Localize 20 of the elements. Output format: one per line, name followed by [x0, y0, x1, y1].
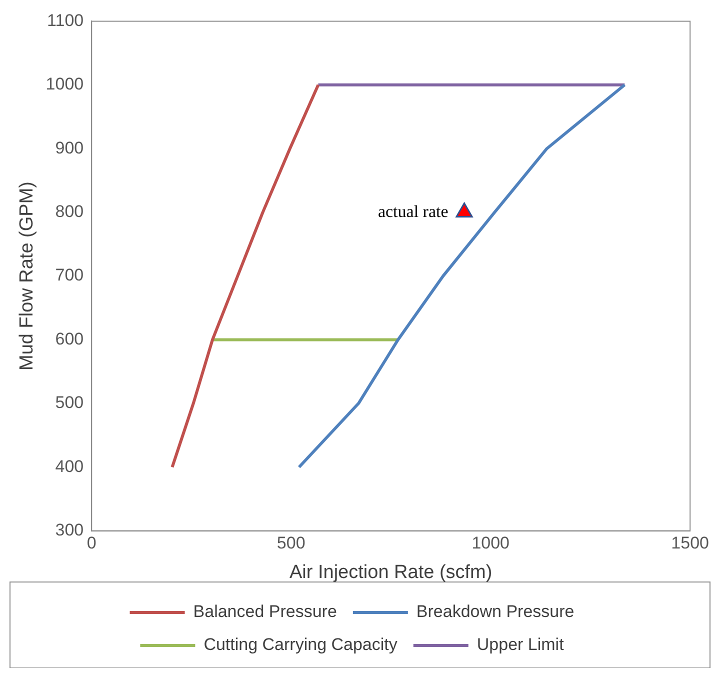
- x-tick-label: 1000: [472, 534, 510, 553]
- legend-label: Upper Limit: [476, 635, 564, 654]
- y-tick-label: 900: [55, 138, 84, 158]
- y-tick-label: 600: [55, 329, 84, 348]
- y-tick-label: 1000: [46, 74, 84, 94]
- x-axis-title: Air Injection Rate (scfm): [289, 562, 492, 583]
- annotation: actual rate: [378, 202, 448, 221]
- legend-label: Balanced Pressure: [193, 602, 337, 622]
- y-tick-label: 500: [55, 393, 84, 412]
- x-tick-label: 0: [86, 534, 96, 553]
- y-tick-label: 1100: [47, 10, 84, 30]
- y-axis-title: Mud Flow Rate (GPM): [16, 182, 38, 370]
- y-tick-label: 400: [55, 456, 84, 476]
- legend-label: Breakdown Pressure: [416, 602, 574, 622]
- y-tick-label: 700: [55, 266, 84, 285]
- legend-label: Cutting Carrying Capacity: [204, 635, 398, 654]
- y-tick-label: 800: [55, 202, 84, 221]
- x-tick-label: 1500: [671, 534, 710, 553]
- y-tick-label: 300: [55, 520, 84, 540]
- x-tick-label: 500: [276, 534, 306, 553]
